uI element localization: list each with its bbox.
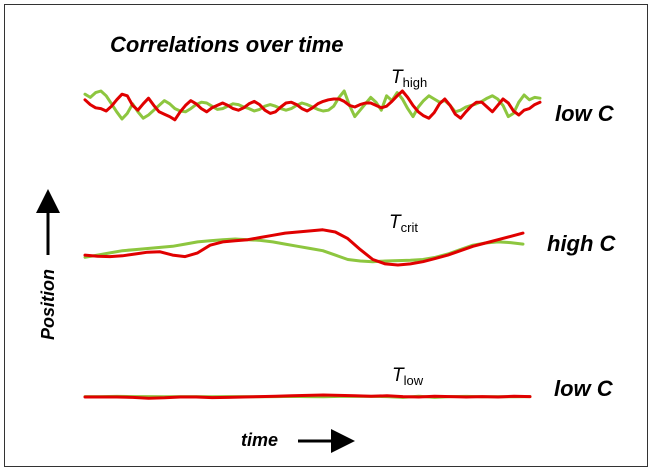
x-axis: time: [241, 430, 349, 450]
panel-low-temperature: Tlow low C: [85, 365, 614, 401]
temperature-label-high: Thigh: [391, 67, 427, 90]
panel-critical-temperature: Tcrit high C: [85, 212, 617, 265]
correlation-label-top: low C: [555, 101, 615, 126]
temperature-subscript: low: [404, 373, 424, 388]
diagram-title: Correlations over time: [110, 32, 344, 57]
panel-high-temperature: Thigh low C: [85, 67, 615, 126]
temperature-subscript: crit: [401, 220, 419, 235]
y-axis-label: Position: [38, 269, 58, 340]
temperature-label-crit: Tcrit: [389, 212, 418, 235]
y-axis: Position: [38, 195, 58, 340]
diagram-canvas: Correlations over time Thigh low C Tcrit…: [5, 5, 649, 468]
temperature-label-low: Tlow: [392, 365, 424, 388]
x-axis-label: time: [241, 430, 278, 450]
correlation-label-bottom: low C: [554, 376, 614, 401]
correlation-label-middle: high C: [547, 231, 617, 256]
temperature-subscript: high: [403, 75, 428, 90]
diagram-frame: Correlations over time Thigh low C Tcrit…: [4, 4, 648, 467]
